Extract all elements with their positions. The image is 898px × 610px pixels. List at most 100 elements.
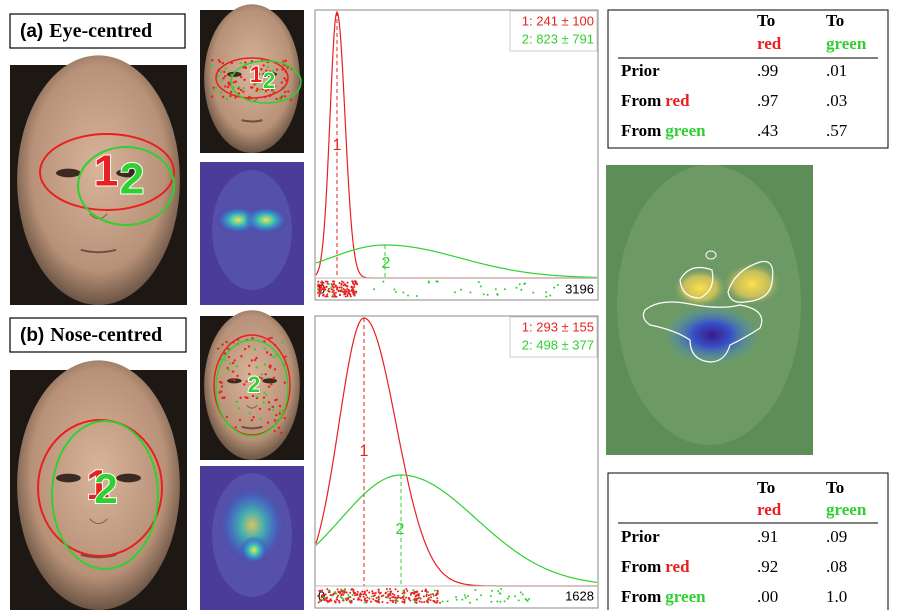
fixation-dot (287, 90, 289, 92)
sample-dot (335, 593, 337, 595)
col-header: red (757, 500, 782, 519)
sample-dot (404, 601, 406, 603)
sample-dot (322, 288, 324, 290)
fixation-dot (211, 95, 213, 97)
fixation-dot (272, 406, 274, 408)
curve-label: 2 (396, 521, 405, 538)
sample-dot (515, 287, 517, 289)
fixation-dot (244, 61, 246, 63)
fixation-dot (226, 98, 228, 100)
sample-dot (387, 590, 389, 592)
sample-dot (364, 591, 366, 593)
fixation-dot (262, 401, 264, 403)
sample-dot (341, 283, 343, 285)
sample-dot (442, 601, 444, 603)
fixation-dot (290, 99, 292, 101)
sample-dot (380, 592, 382, 594)
fixation-dot (283, 77, 285, 79)
fixation-dot (231, 378, 233, 380)
sample-dot (343, 288, 345, 290)
fixation-dot (221, 397, 223, 399)
sample-dot (339, 294, 341, 296)
cell: .99 (757, 61, 778, 80)
sample-dot (387, 594, 389, 596)
fixation-dot (243, 383, 245, 385)
heatmap-large (606, 165, 813, 455)
sample-dot (423, 595, 425, 597)
sample-dot (456, 599, 458, 601)
sample-dot (474, 589, 476, 591)
fixation-dot (221, 79, 223, 81)
plots: 1: 241 ± 100 2: 823 ± 791 1: 293 ± 155 2… (315, 10, 598, 608)
sample-dot (419, 597, 421, 599)
sample-dot (333, 290, 335, 292)
sample-dot (378, 597, 380, 599)
sample-dot (495, 288, 497, 290)
svg-text:Fromred: Fromred (621, 91, 690, 110)
heatmap (200, 162, 304, 305)
sample-dot (327, 290, 329, 292)
sample-dot (374, 600, 376, 602)
sample-dot (328, 283, 330, 285)
fixation-dot (224, 85, 226, 87)
col-header: green (826, 34, 867, 53)
fixation-dot (215, 86, 217, 88)
fixation-dot (243, 79, 245, 81)
fixation-dot (226, 367, 228, 369)
sample-dot (490, 595, 492, 597)
sample-dot (508, 596, 510, 598)
sample-dot (375, 597, 377, 599)
panel-title: Nose-centred (50, 324, 162, 346)
heatmap (200, 466, 304, 610)
cell: .01 (826, 61, 847, 80)
fixation-dot (262, 64, 264, 66)
row-label: From (621, 587, 661, 606)
sample-dot (335, 286, 337, 288)
fixation-dot (227, 86, 229, 88)
sample-dot (344, 589, 346, 591)
sample-dot (357, 597, 359, 599)
sample-dot (324, 596, 326, 598)
sample-dot (410, 594, 412, 596)
sample-dot (491, 590, 493, 592)
curve-label: 2 (382, 255, 391, 272)
sample-dot (352, 282, 354, 284)
sample-dot (439, 602, 441, 604)
sample-dot (454, 291, 456, 293)
fixation-dot (282, 60, 284, 62)
sample-dot (435, 594, 437, 596)
sample-dot (436, 592, 438, 594)
sample-dot (349, 592, 351, 594)
sample-dot (532, 292, 534, 294)
sample-dot (455, 596, 457, 598)
fixation-dot (270, 383, 272, 385)
sample-dot (318, 295, 320, 297)
sample-dot (364, 601, 366, 603)
fixation-dot (281, 81, 283, 83)
fixation-dot (268, 408, 270, 410)
fixation-dot (268, 385, 270, 387)
fixation-dot (245, 67, 247, 69)
sample-dot (397, 595, 399, 597)
figure: (a)Eye-centred (b)Nose-centred 1: 241 ± … (0, 0, 898, 610)
sample-dot (331, 595, 333, 597)
sample-dot (526, 599, 528, 601)
sample-dot (372, 598, 374, 600)
sample-dot (430, 594, 432, 596)
fixation-dot (271, 337, 273, 339)
sample-dot (416, 591, 418, 593)
fixation-dot (273, 430, 275, 432)
cell: .91 (757, 527, 778, 546)
sample-dot (354, 592, 356, 594)
sample-dot (366, 601, 368, 603)
roi-marker: 2 (94, 465, 117, 512)
fixation-dot (220, 390, 222, 392)
sample-dot (349, 599, 351, 601)
svg-text:(a)Eye-centred: (a)Eye-centred (20, 20, 152, 42)
eye (116, 474, 141, 483)
fixation-dot (254, 348, 256, 350)
fixation-dot (270, 354, 272, 356)
fixation-dot (248, 345, 250, 347)
sample-dot (352, 591, 354, 593)
fixation-dot (222, 62, 224, 64)
